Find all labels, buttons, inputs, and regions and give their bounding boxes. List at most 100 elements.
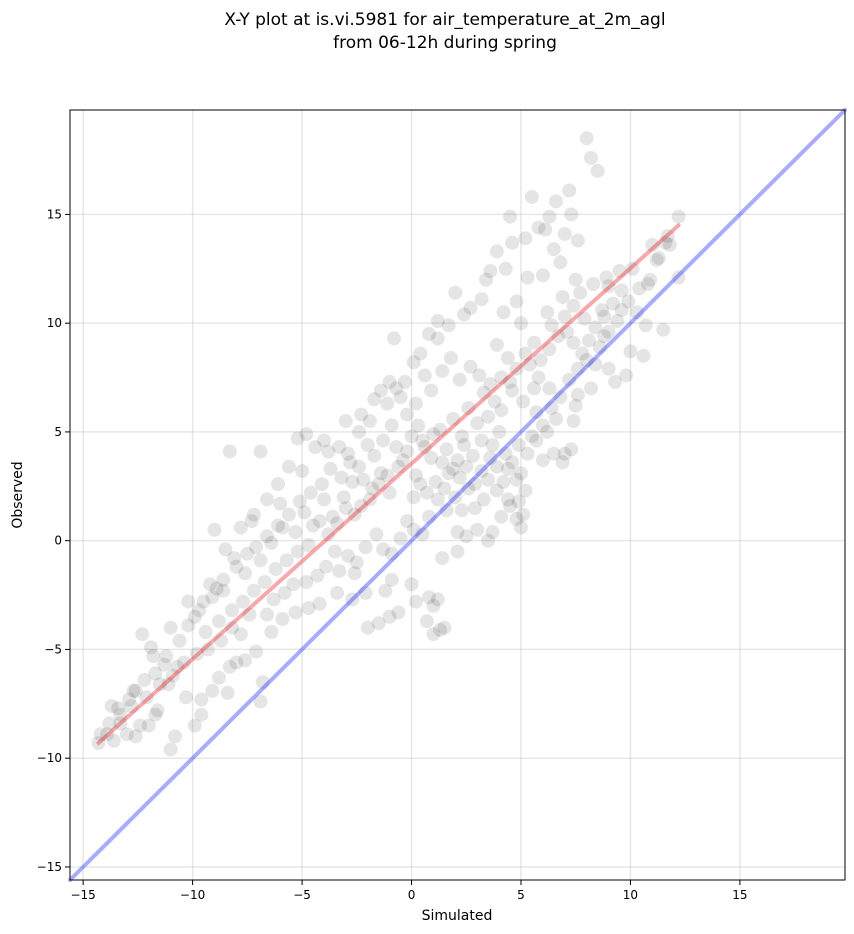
- scatter-point: [122, 692, 137, 707]
- scatter-point: [656, 322, 671, 337]
- scatter-point: [106, 733, 121, 748]
- scatter-point: [384, 418, 399, 433]
- scatter-point: [658, 235, 673, 250]
- scatter-point: [295, 464, 310, 479]
- scatter-point: [290, 431, 305, 446]
- scatter-point: [325, 509, 340, 524]
- identity-line: [68, 108, 847, 882]
- scatter-point: [595, 303, 609, 318]
- scatter-point: [446, 411, 461, 426]
- scatter-point: [172, 633, 187, 648]
- y-tick-label: −5: [44, 642, 62, 656]
- scatter-point: [645, 237, 660, 252]
- scatter-point: [406, 490, 421, 505]
- scatter-point: [527, 335, 542, 350]
- scatter-point: [428, 474, 443, 489]
- scatter-point: [503, 209, 517, 224]
- plot-background: [70, 110, 845, 880]
- scatter-point: [161, 677, 176, 692]
- scatter-point: [671, 209, 686, 224]
- scatter-point: [518, 346, 533, 361]
- scatter-point: [450, 544, 465, 559]
- scatter-point: [485, 438, 500, 452]
- scatter-point: [535, 268, 550, 283]
- scatter-point: [454, 429, 469, 444]
- scatter-point: [568, 272, 583, 287]
- scatter-point: [192, 603, 207, 618]
- scatter-point: [281, 507, 296, 522]
- scatter-point: [579, 353, 594, 368]
- scatter-point: [575, 346, 590, 361]
- scatter-point: [439, 442, 454, 457]
- scatter-point: [246, 583, 261, 598]
- scatter-point: [529, 405, 544, 420]
- scatter-point: [470, 416, 485, 431]
- scatter-point: [492, 424, 507, 439]
- scatter-point: [413, 346, 428, 361]
- scatter-point: [468, 477, 482, 492]
- scatter-point: [273, 496, 288, 511]
- scatter-point: [553, 255, 568, 270]
- scatter-point: [148, 707, 163, 722]
- scatter-point: [461, 401, 476, 415]
- scatter-point: [271, 477, 285, 492]
- scatter-point: [588, 357, 603, 372]
- scatter-point: [651, 250, 666, 265]
- scatter-point: [481, 533, 496, 548]
- scatter-point: [165, 668, 180, 683]
- scatter-point: [343, 455, 358, 470]
- scatter-point: [544, 318, 559, 333]
- scatter-point: [433, 622, 447, 637]
- scatter-point: [540, 424, 555, 439]
- scatter-point: [494, 370, 509, 385]
- scatter-point: [612, 264, 627, 278]
- scatter-point: [275, 612, 290, 626]
- scatter-point: [319, 559, 334, 574]
- scatter-point: [376, 542, 391, 557]
- regression-fit-line: [96, 223, 681, 745]
- y-tick-label: 0: [54, 534, 62, 548]
- scatter-point: [514, 466, 528, 481]
- scatter-point: [426, 598, 441, 613]
- scatter-point: [522, 357, 537, 372]
- plot-area: [68, 108, 847, 882]
- x-axis-label: Simulated: [422, 908, 493, 924]
- scatter-point: [566, 298, 581, 313]
- scatter-point: [518, 231, 533, 246]
- scatter-point: [128, 729, 143, 744]
- y-axis-ticks: −15 −10 −5 0 5 10 15: [37, 207, 70, 874]
- scatter-point: [509, 511, 524, 526]
- scatter-point: [476, 492, 491, 507]
- scatter-point: [406, 355, 421, 370]
- scatter-point: [141, 718, 156, 733]
- scatter-point: [500, 461, 515, 476]
- scatter-point: [417, 368, 432, 383]
- scatter-point: [246, 507, 261, 522]
- scatter-point: [382, 374, 397, 389]
- scatter-point: [205, 683, 220, 698]
- scatter-point: [301, 601, 316, 616]
- scatter-point: [597, 329, 612, 344]
- scatter-point: [387, 331, 401, 346]
- scatter-point: [373, 466, 388, 481]
- scatter-point: [540, 305, 555, 320]
- scatter-point: [321, 527, 336, 542]
- scatter-point: [643, 272, 658, 287]
- scatter-point: [524, 190, 539, 204]
- scatter-point: [400, 514, 415, 529]
- scatter-point: [286, 577, 301, 592]
- scatter-point: [597, 309, 612, 324]
- scatter-point: [389, 440, 404, 455]
- scatter-point: [514, 520, 528, 535]
- scatter-point: [509, 361, 524, 376]
- scatter-point: [538, 222, 553, 237]
- scatter-point: [113, 716, 128, 731]
- scatter-point: [338, 414, 353, 428]
- scatter-point: [562, 372, 577, 387]
- scatter-point: [203, 577, 218, 592]
- scatter-point: [437, 620, 452, 635]
- scatter-point: [187, 609, 202, 624]
- scatter-point: [454, 503, 469, 518]
- scatter-point: [268, 562, 283, 576]
